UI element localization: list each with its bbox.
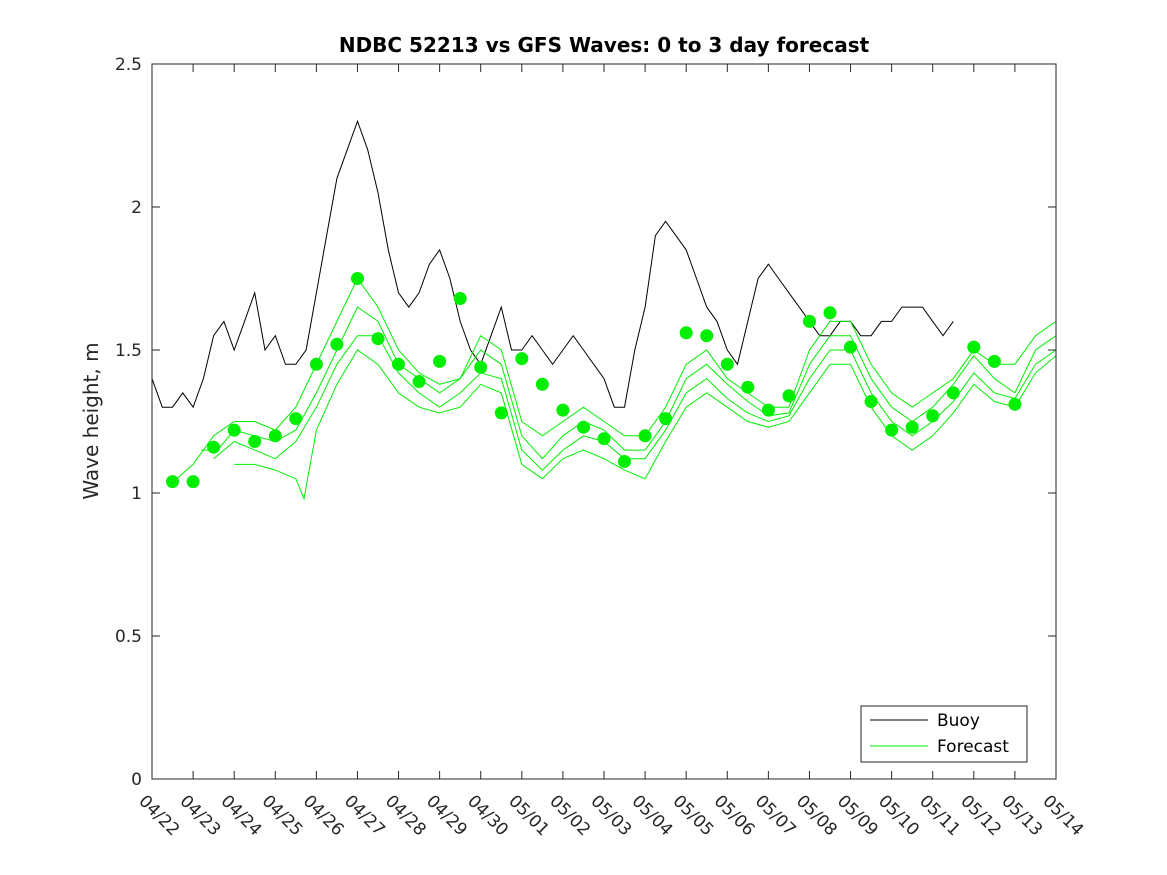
forecast-analysis-point-18 bbox=[535, 377, 549, 391]
forecast-analysis-point-41 bbox=[1008, 397, 1022, 411]
legend-box bbox=[860, 705, 1028, 763]
forecast-analysis-point-3 bbox=[227, 423, 241, 437]
forecast-analysis-point-24 bbox=[659, 412, 673, 426]
forecast-analysis-point-22 bbox=[618, 455, 631, 468]
forecast-analysis-point-5 bbox=[268, 429, 282, 443]
forecast-analysis-point-30 bbox=[782, 389, 796, 403]
forecast-analysis-point-0 bbox=[166, 475, 179, 489]
forecast-analysis-point-16 bbox=[494, 406, 508, 420]
forecast-analysis-point-6 bbox=[289, 412, 303, 426]
forecast-analysis-point-2 bbox=[207, 440, 221, 454]
forecast-analysis-point-19 bbox=[556, 403, 570, 417]
forecast-analysis-point-10 bbox=[371, 332, 385, 346]
y-tick-label-3: 1.5 bbox=[115, 341, 142, 361]
forecast-analysis-point-38 bbox=[946, 386, 960, 400]
forecast-analysis-point-31 bbox=[803, 314, 816, 328]
forecast-analysis-point-33 bbox=[844, 340, 857, 354]
forecast-run-line-0 bbox=[176, 277, 1057, 480]
legend: Buoy Forecast bbox=[860, 705, 1028, 763]
forecast-analysis-point-8 bbox=[330, 337, 344, 351]
y-tick-label-2: 1 bbox=[131, 484, 142, 504]
chart-title: NDBC 52213 vs GFS Waves: 0 to 3 day fore… bbox=[339, 33, 870, 57]
forecast-analysis-point-11 bbox=[392, 357, 405, 371]
forecast-analysis-point-26 bbox=[700, 329, 714, 343]
forecast-analysis-point-14 bbox=[453, 292, 467, 305]
forecast-analysis-point-9 bbox=[351, 272, 364, 285]
forecast-analysis-point-1 bbox=[186, 475, 200, 489]
legend-buoy-label: Buoy bbox=[937, 711, 980, 731]
forecast-analysis-point-17 bbox=[515, 352, 529, 366]
forecast-analysis-point-23 bbox=[638, 429, 652, 443]
forecast-analysis-point-28 bbox=[741, 380, 755, 394]
forecast-analysis-point-32 bbox=[823, 306, 837, 320]
y-tick-label-4: 2 bbox=[131, 198, 142, 218]
forecast-analysis-point-21 bbox=[597, 432, 611, 446]
forecast-analysis-point-40 bbox=[987, 354, 1001, 368]
forecast-analysis-point-34 bbox=[864, 395, 878, 408]
legend-forecast-label: Forecast bbox=[937, 737, 1009, 757]
y-tick-label-0: 0 bbox=[131, 770, 142, 790]
y-tick-label-5: 2.5 bbox=[115, 55, 142, 75]
y-tick-label-1: 0.5 bbox=[115, 627, 142, 647]
forecast-analysis-point-29 bbox=[761, 403, 775, 417]
forecast-analysis-point-39 bbox=[967, 340, 981, 354]
y-axis-label: Wave height, m bbox=[79, 342, 103, 499]
forecast-analysis-point-35 bbox=[885, 423, 899, 437]
forecast-analysis-point-4 bbox=[248, 435, 262, 448]
plot-area bbox=[151, 119, 1057, 501]
forecast-analysis-point-12 bbox=[412, 375, 426, 388]
forecast-analysis-point-7 bbox=[309, 357, 323, 371]
forecast-run-line-2 bbox=[213, 335, 1057, 471]
forecast-analysis-point-20 bbox=[577, 420, 590, 434]
forecast-run-line-3 bbox=[234, 349, 1057, 501]
forecast-analysis-point-36 bbox=[905, 420, 919, 434]
forecast-analysis-point-13 bbox=[433, 354, 447, 368]
forecast-analysis-point-27 bbox=[720, 357, 734, 371]
forecast-analysis-point-37 bbox=[926, 409, 940, 423]
forecast-analysis-point-25 bbox=[679, 326, 693, 340]
forecast-analysis-point-15 bbox=[474, 360, 488, 374]
